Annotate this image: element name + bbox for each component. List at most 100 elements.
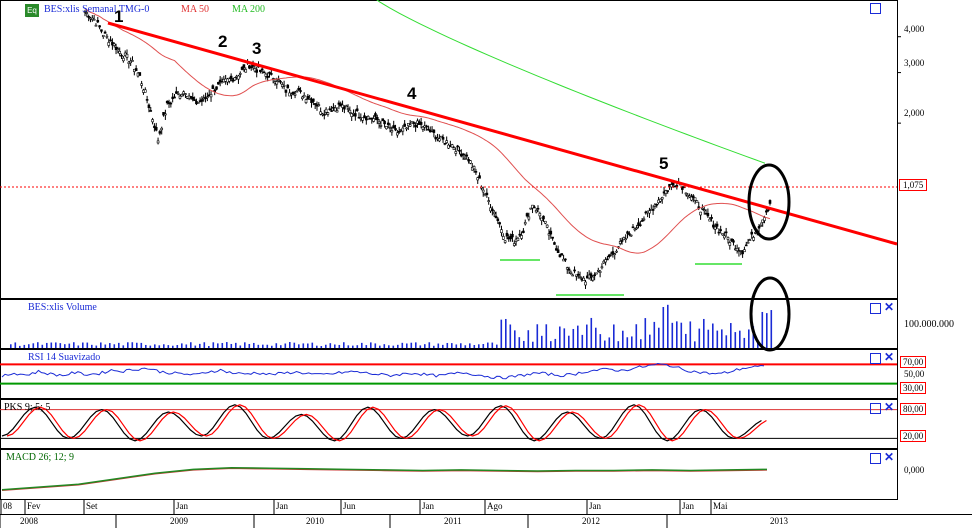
volume-bar: [23, 344, 26, 348]
price-candle-body: [101, 34, 105, 37]
rsi-pane-maximize-icon[interactable]: [870, 353, 881, 364]
price-candle-body: [598, 270, 602, 273]
price-candle-body: [255, 69, 259, 73]
volume-bar: [289, 342, 291, 348]
price-candle-body: [173, 96, 176, 99]
price-candle-body: [553, 242, 556, 245]
price-candle-body: [154, 126, 158, 131]
year-label: 2012: [582, 516, 600, 526]
price-candle-body: [421, 126, 425, 130]
volume-bar: [86, 342, 89, 348]
downtrend-line: [107, 21, 898, 246]
price-candle-body: [533, 206, 536, 209]
price-candle-body: [450, 144, 454, 148]
volume-bar: [131, 342, 134, 348]
price-candle-body: [660, 197, 664, 200]
price-candle-body: [741, 250, 744, 255]
price-candle-body: [262, 71, 266, 74]
macd-pane-close-icon[interactable]: ✕: [884, 450, 895, 464]
ma200-label[interactable]: MA 200: [232, 4, 266, 15]
volume-bar: [532, 341, 534, 348]
price-candle-body: [366, 116, 370, 120]
axis-layer: [0, 499, 712, 528]
volume-bar: [298, 344, 300, 348]
price-candle-body: [312, 98, 315, 102]
price-candle-body: [485, 192, 489, 196]
price-candle-body: [752, 237, 755, 241]
price-candle-body: [211, 85, 215, 89]
price-tick-3000: 3,000: [904, 58, 925, 68]
price-candle-body: [666, 190, 670, 192]
price-candle-body: [445, 140, 448, 143]
ma50-label[interactable]: MA 50: [181, 4, 210, 15]
price-candle-body: [757, 226, 761, 229]
price-candle-body: [695, 200, 699, 203]
price-candle-body: [96, 19, 100, 23]
volume-bar: [28, 344, 30, 348]
stoch-k-line: [1, 404, 762, 442]
volume-bar: [383, 344, 386, 348]
price-candle-body: [675, 185, 679, 187]
volume-bar: [446, 342, 449, 348]
volume-bar: [154, 344, 156, 348]
eq-badge[interactable]: Eq: [25, 4, 39, 17]
stoch-pane-maximize-icon[interactable]: [870, 403, 881, 414]
price-candle-body: [564, 258, 567, 261]
price-candle-body: [538, 213, 542, 217]
macd-pane-maximize-icon[interactable]: [870, 453, 881, 464]
price-pane-maximize-icon[interactable]: [870, 3, 881, 14]
price-candle-body: [560, 253, 564, 256]
volume-bar: [19, 345, 21, 348]
price-candle-body: [120, 54, 123, 57]
price-candle-body: [134, 68, 138, 72]
volume-bar: [397, 344, 399, 348]
volume-bar: [653, 321, 656, 348]
volume-bar: [770, 310, 773, 348]
symbol-label[interactable]: BES:xlis Semanal TMG-0: [44, 4, 150, 15]
price-candle-body: [122, 57, 125, 62]
rsi-title[interactable]: RSI 14 Suavizado: [28, 352, 101, 363]
volume-bar: [208, 345, 210, 348]
price-candle-body: [525, 213, 529, 217]
rsi-pane-close-icon[interactable]: ✕: [884, 350, 895, 364]
price-candle-body: [175, 91, 178, 94]
volume-bar: [572, 328, 575, 348]
volume-title[interactable]: BES:xlis Volume: [28, 302, 97, 313]
stoch-pane-close-icon[interactable]: ✕: [884, 400, 895, 414]
price-candle-body: [279, 80, 282, 83]
price-candle-body: [129, 60, 132, 64]
price-candle-body: [297, 87, 301, 91]
price-candle-body: [299, 90, 302, 92]
stoch-title[interactable]: PKS 9; 5; 5: [4, 402, 51, 413]
volume-bar: [590, 317, 593, 348]
volume-bar: [469, 343, 471, 348]
volume-pane-maximize-icon[interactable]: [870, 303, 881, 314]
volume-bar: [190, 342, 192, 348]
price-candle-body: [620, 240, 624, 242]
macd-layer: [1, 466, 768, 491]
price-candle-body: [439, 135, 443, 138]
volume-pane-close-icon[interactable]: ✕: [884, 300, 895, 314]
price-candle-body: [549, 230, 553, 235]
volume-bar: [10, 344, 12, 348]
volume-bar: [424, 344, 426, 348]
volume-bar: [325, 344, 327, 348]
volume-bar: [266, 344, 269, 348]
price-candle-body: [425, 125, 428, 128]
volume-bar: [388, 345, 390, 348]
volume-bar: [239, 345, 242, 348]
price-candle-body: [394, 128, 397, 131]
month-label: Jan: [589, 501, 601, 511]
price-candle-body: [341, 104, 344, 108]
price-candle-body: [520, 235, 523, 239]
price-candle-body: [712, 224, 715, 228]
price-candle-body: [593, 274, 596, 277]
price-candle-body: [763, 217, 766, 221]
price-candle-body: [492, 211, 496, 215]
price-candle-body: [642, 218, 646, 221]
volume-bar: [739, 330, 741, 348]
price-candle-body: [403, 123, 406, 127]
price-tick-4000: 4,000: [904, 24, 925, 34]
price-candle-body: [613, 253, 617, 255]
macd-title[interactable]: MACD 26; 12; 9: [6, 452, 75, 463]
